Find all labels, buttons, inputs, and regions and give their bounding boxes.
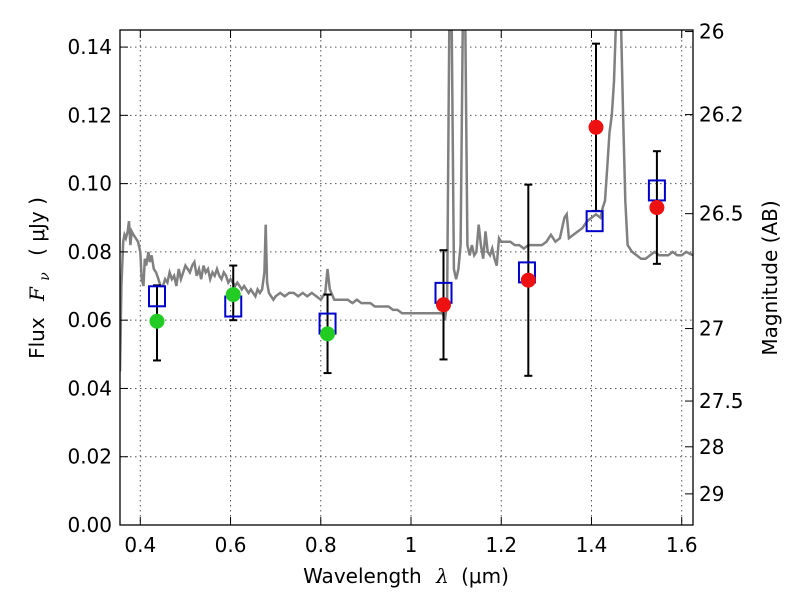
y-tick-label: 0.08	[67, 240, 112, 264]
y-axis-title-symbol: F	[25, 286, 49, 302]
y-tick-label: 0.04	[67, 376, 112, 400]
y-tick-label: 0.12	[67, 103, 112, 127]
x-axis: 0.4 0.6 0.8 1 1.2 1.4 1.6	[124, 30, 698, 557]
y2-tick-label: 28	[699, 435, 724, 459]
y-axis-title-prefix: Flux	[25, 317, 49, 359]
observed-point	[320, 326, 336, 342]
x-axis-title-symbol: λ	[435, 564, 449, 588]
model-point	[147, 285, 166, 308]
y2-tick-label: 26	[699, 20, 724, 44]
y2-tick-label: 29	[699, 482, 724, 506]
y2-tick-label: 27.5	[699, 389, 744, 413]
x-tick-label: 1.2	[485, 533, 517, 557]
plot-area	[120, 30, 693, 377]
y-tick-label: 0.06	[67, 308, 112, 332]
x-axis-title-prefix: Wavelength	[303, 564, 422, 588]
plot-background	[120, 30, 693, 525]
y2-axis-title: Magnitude (AB)	[758, 200, 782, 355]
y-tick-label: 0.02	[67, 445, 112, 469]
observed-point	[520, 272, 536, 288]
x-tick-label: 0.4	[124, 533, 156, 557]
y2-tick-label: 26.5	[699, 202, 744, 226]
y-tick-label: 0.14	[67, 35, 112, 59]
y-axis: 0.00 0.02 0.04 0.06 0.08 0.10 0.12 0.14	[67, 35, 128, 537]
y2-tick-label: 27	[699, 317, 724, 341]
x-tick-label: 1.4	[576, 533, 608, 557]
observed-point	[149, 313, 165, 329]
y-tick-label: 0.00	[67, 513, 112, 537]
y-tick-label: 0.10	[67, 172, 112, 196]
observed-point	[435, 297, 451, 313]
y2-tick-label: 26.2	[699, 103, 744, 127]
x-tick-label: 1	[405, 533, 418, 557]
x-axis-title-unit: (μm)	[461, 564, 509, 588]
x-tick-label: 0.8	[305, 533, 337, 557]
y-axis-title-unit: ( μJy )	[25, 197, 49, 256]
model-point	[585, 210, 604, 233]
x-tick-label: 0.6	[215, 533, 247, 557]
x-axis-title: Wavelength λ (μm)	[303, 564, 509, 588]
y-axis-title: Flux F ν ( μJy )	[25, 197, 54, 359]
observed-point	[649, 200, 665, 216]
x-tick-label: 1.6	[666, 533, 698, 557]
observed-markers	[149, 119, 665, 342]
spectrum-line	[120, 30, 693, 372]
observed-point	[588, 119, 604, 135]
observed-point	[225, 287, 241, 303]
grid-lines	[120, 30, 693, 525]
y2-axis: 26 26.2 26.5 27 27.5 28 29	[685, 20, 744, 506]
y-axis-title-subscript: ν	[37, 272, 53, 281]
plot-frame	[119, 29, 694, 526]
